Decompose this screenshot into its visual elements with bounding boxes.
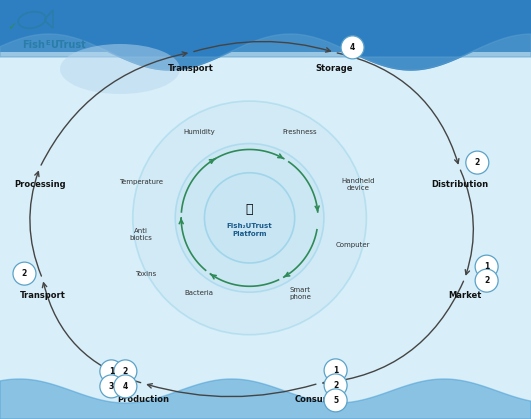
Text: 2: 2	[475, 158, 480, 167]
Text: 4: 4	[123, 382, 128, 391]
Text: Transport: Transport	[168, 65, 214, 73]
Text: 2: 2	[123, 367, 128, 376]
Circle shape	[324, 374, 347, 397]
Ellipse shape	[204, 173, 295, 263]
Text: Processing: Processing	[14, 180, 66, 189]
Text: E: E	[45, 40, 50, 46]
Text: 1: 1	[333, 366, 338, 375]
Text: Smart
phone: Smart phone	[289, 287, 311, 300]
Text: 🐟: 🐟	[246, 203, 253, 216]
Text: Distribution: Distribution	[431, 180, 488, 189]
Text: Toxins: Toxins	[135, 272, 157, 277]
Circle shape	[13, 262, 36, 285]
Text: Production: Production	[117, 396, 169, 404]
Text: Transport: Transport	[20, 291, 65, 300]
Ellipse shape	[133, 101, 366, 335]
Text: Computer: Computer	[336, 242, 370, 248]
Circle shape	[114, 360, 137, 383]
Text: Temperature: Temperature	[119, 179, 162, 185]
Text: 5: 5	[333, 396, 338, 405]
Text: 3: 3	[109, 382, 114, 391]
Ellipse shape	[175, 144, 324, 292]
Text: Storage: Storage	[316, 65, 353, 73]
Circle shape	[324, 359, 347, 382]
Text: Market: Market	[448, 291, 481, 300]
Text: ✓: ✓	[7, 22, 16, 32]
Text: Consumer: Consumer	[295, 396, 342, 404]
Text: 2: 2	[22, 269, 27, 278]
Text: 2: 2	[333, 381, 338, 390]
Text: Freshness: Freshness	[282, 129, 318, 135]
Text: UTrust: UTrust	[50, 40, 85, 50]
Text: Humidity: Humidity	[183, 129, 215, 135]
Text: 4: 4	[350, 43, 355, 52]
Text: 1: 1	[484, 262, 489, 271]
Text: 2: 2	[484, 276, 489, 285]
Circle shape	[100, 360, 123, 383]
Circle shape	[341, 36, 364, 59]
Circle shape	[324, 389, 347, 412]
Circle shape	[100, 375, 123, 398]
Text: Bacteria: Bacteria	[185, 290, 213, 296]
FancyBboxPatch shape	[0, 0, 531, 52]
Text: Anti
biotics: Anti biotics	[129, 228, 152, 241]
Text: Fish: Fish	[22, 40, 45, 50]
Text: Handheld
device: Handheld device	[341, 178, 375, 191]
Ellipse shape	[60, 44, 180, 94]
Circle shape	[475, 269, 498, 292]
Text: Fish₂UTrust
Platform: Fish₂UTrust Platform	[227, 223, 272, 237]
Circle shape	[466, 151, 489, 174]
Circle shape	[475, 255, 498, 278]
Text: 1: 1	[109, 367, 114, 376]
Circle shape	[114, 375, 137, 398]
